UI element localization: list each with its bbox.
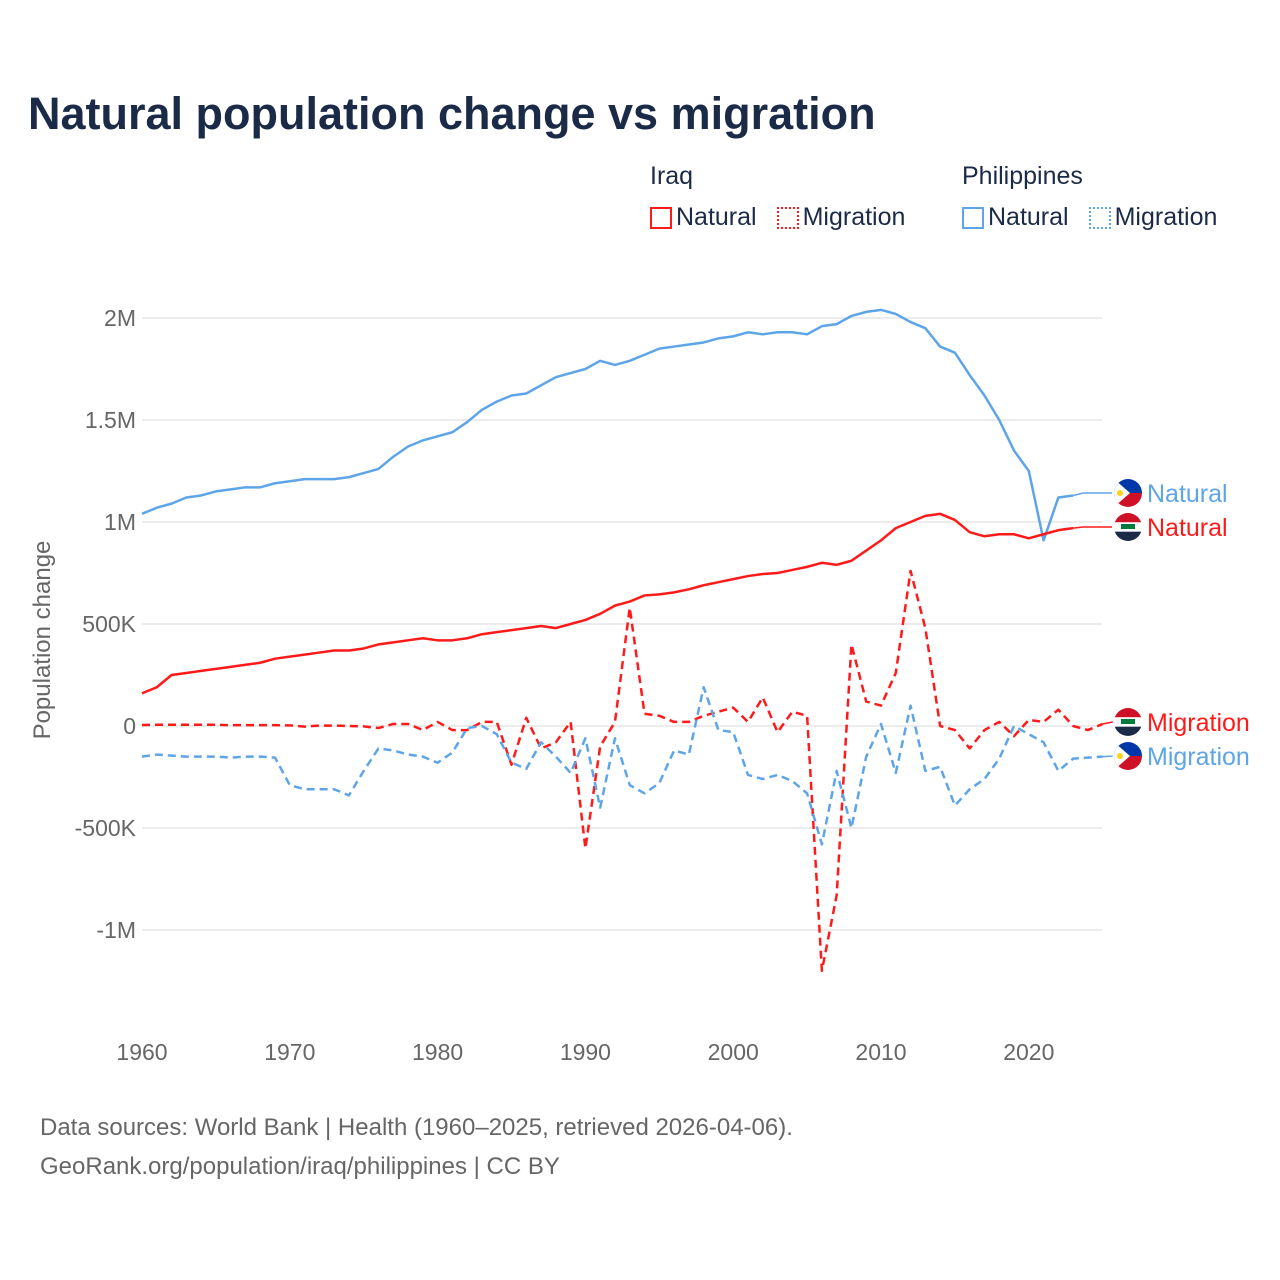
legend-label: Migration [802, 203, 906, 231]
legend-group-title: Iraq [650, 162, 694, 190]
x-tick-label: 1980 [412, 1039, 463, 1065]
line-chart: -1M -500K 0 500K 1M 1.5M 2M 1960 1970 1980 1990 200… [29, 305, 1250, 1065]
label-connector [1102, 755, 1113, 758]
series-end-label: Natural [1147, 514, 1228, 542]
y-tick-label: -1M [96, 917, 136, 943]
legend-label: Natural [988, 203, 1069, 231]
philippines-flag-icon [1114, 479, 1142, 507]
y-tick-label: 1.5M [85, 407, 136, 433]
y-axis-label: Population change [29, 541, 56, 740]
attribution-link[interactable]: GeoRank.org/population/iraq/philippines … [40, 1153, 560, 1180]
y-tick-label: 0 [123, 713, 136, 739]
y-tick-label: 1M [104, 509, 136, 535]
philippines-flag-icon [1114, 742, 1142, 770]
legend-item-iraq-migration[interactable]: Migration [776, 203, 906, 232]
iraq-natural-line [141, 512, 1074, 695]
iraq-flag-icon [1114, 708, 1142, 736]
legend-item-philippines-migration[interactable]: Migration [1088, 203, 1218, 232]
dotted-line-swatch-icon [1088, 206, 1111, 229]
y-tick-label: 500K [82, 611, 136, 637]
label-connector [1102, 721, 1113, 725]
x-tick-label: 1960 [116, 1039, 167, 1065]
iraq-flag-icon [1114, 513, 1142, 541]
legend-group-philippines: Philippines Natural Migration [962, 162, 1217, 232]
series-end-label: Migration [1147, 743, 1250, 771]
y-tick-label: 2M [104, 305, 136, 331]
chart-title: Natural population change vs migration [28, 88, 876, 139]
series-end-label: Natural [1147, 480, 1228, 508]
x-tick-label: 1970 [264, 1039, 315, 1065]
label-connector [1072, 492, 1112, 497]
x-tick-label: 2010 [855, 1039, 906, 1065]
solid-line-swatch-icon [962, 206, 984, 229]
legend-item-iraq-natural[interactable]: Natural [650, 203, 757, 232]
philippines-natural-line [141, 308, 1074, 542]
iraq-migration-line [141, 569, 1104, 973]
dotted-line-swatch-icon [776, 206, 799, 229]
label-connector [1073, 526, 1112, 529]
legend-group-title: Philippines [962, 162, 1083, 190]
solid-line-swatch-icon [650, 206, 672, 229]
philippines-migration-line [141, 685, 1103, 846]
y-tick-label: -500K [75, 815, 137, 841]
x-tick-label: 2000 [708, 1039, 759, 1065]
series-end-label: Migration [1147, 709, 1250, 737]
x-tick-label: 1990 [560, 1039, 611, 1065]
legend-group-iraq: Iraq Natural Migration [650, 162, 905, 232]
data-source-note: Data sources: World Bank | Health (1960–… [40, 1114, 793, 1141]
legend-label: Migration [1114, 203, 1218, 231]
legend-label: Natural [676, 203, 757, 231]
footer: Data sources: World Bank | Health (1960–… [40, 1108, 793, 1186]
legend-item-philippines-natural[interactable]: Natural [962, 203, 1069, 232]
x-tick-label: 2020 [1003, 1039, 1054, 1065]
